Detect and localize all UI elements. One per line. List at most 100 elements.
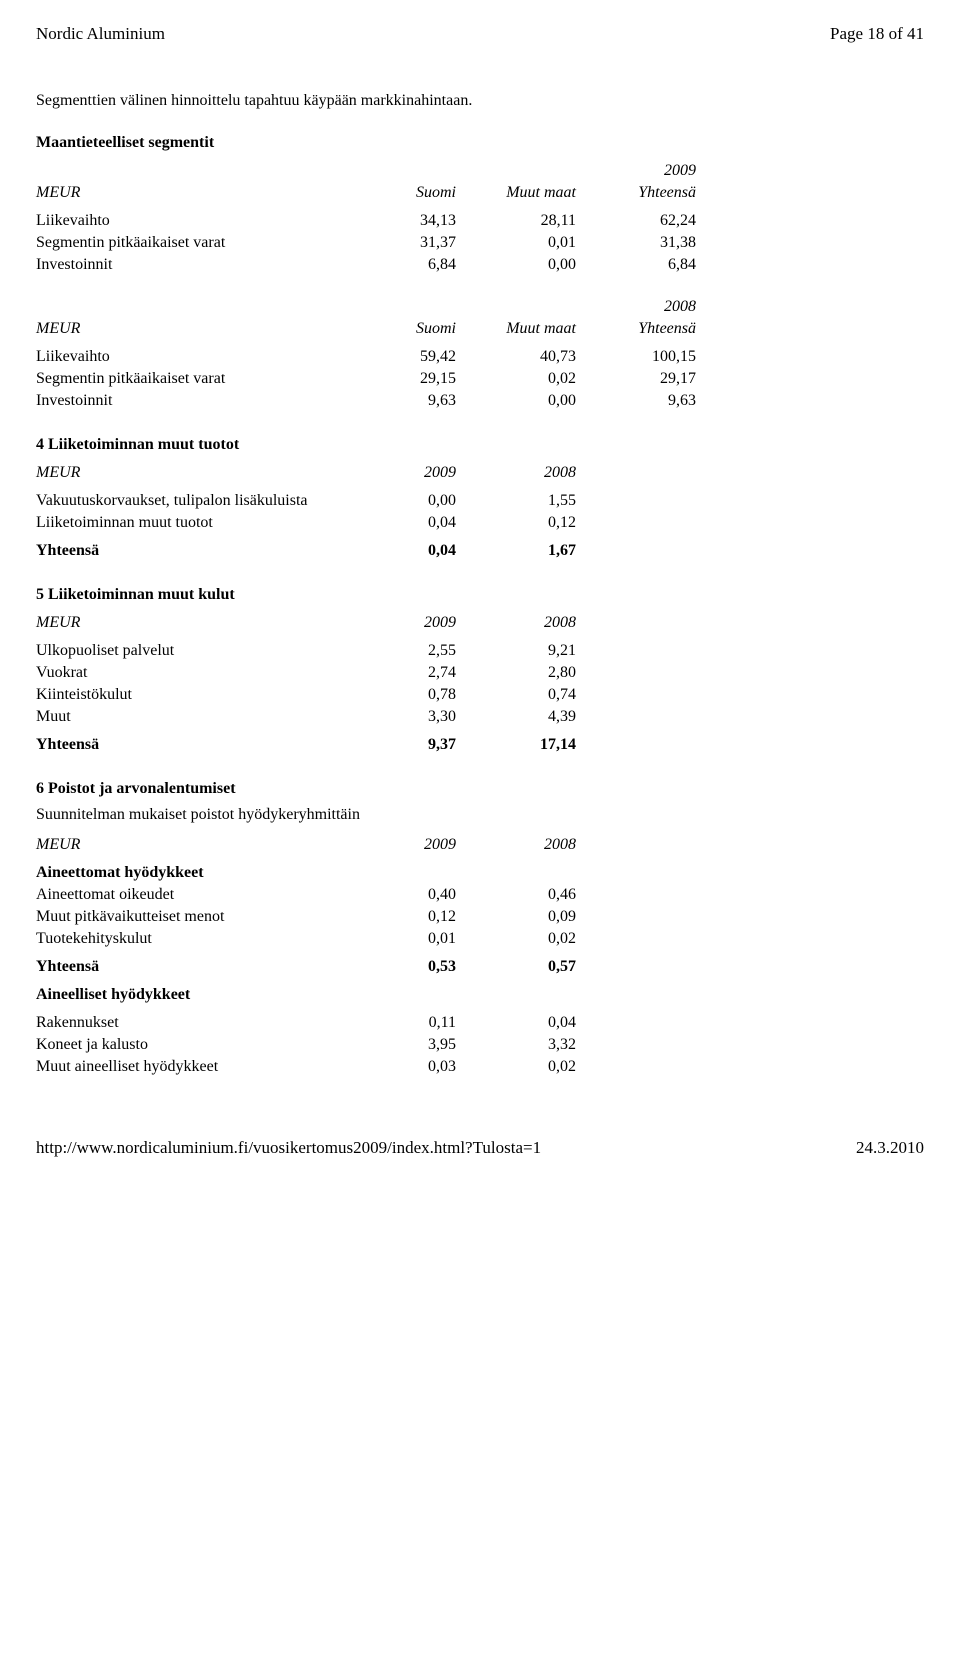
table-cell: 29,17 [576, 368, 696, 390]
table-cell: 31,37 [336, 232, 456, 254]
sec6-grp1-total-b: 0,57 [456, 956, 576, 978]
intro-text: Segmenttien välinen hinnoittelu tapahtuu… [36, 92, 924, 110]
table-cell: 2,55 [336, 640, 456, 662]
geo-2008-col2: Muut maat [456, 318, 576, 340]
sec6-subtitle: Suunnitelman mukaiset poistot hyödykeryh… [36, 806, 924, 824]
page-header: Nordic Aluminium Page 18 of 41 [36, 24, 924, 44]
table-cell: 9,63 [336, 390, 456, 412]
table-cell: 3,95 [336, 1034, 456, 1056]
table-cell: 0,74 [456, 684, 576, 706]
table-cell: 0,12 [456, 512, 576, 534]
sec4-total-a: 0,04 [336, 540, 456, 562]
sec6-col1: 2009 [336, 834, 456, 856]
table-cell: 0,00 [456, 390, 576, 412]
table-cell: 0,46 [456, 884, 576, 906]
sec4-col2: 2008 [456, 462, 576, 484]
table-cell: 9,21 [456, 640, 576, 662]
sec5-total-label: Yhteensä [36, 734, 336, 756]
table-cell: 3,30 [336, 706, 456, 728]
table-cell: Liiketoiminnan muut tuotot [36, 512, 336, 534]
sec5-col1: 2009 [336, 612, 456, 634]
table-cell: 0,02 [456, 1056, 576, 1078]
table-cell: 0,04 [336, 512, 456, 534]
table-cell: 31,38 [576, 232, 696, 254]
table-cell: 0,01 [456, 232, 576, 254]
table-cell: 0,00 [456, 254, 576, 276]
sec5-table: MEUR 2009 2008 Ulkopuoliset palvelut 2,5… [36, 612, 576, 756]
table-cell: 0,04 [456, 1012, 576, 1034]
table-cell: 0,02 [456, 368, 576, 390]
table-cell: 34,13 [336, 210, 456, 232]
sec6-grp2-title: Aineelliset hyödykkeet [36, 984, 576, 1006]
table-cell: Investoinnit [36, 254, 336, 276]
sec5-total-a: 9,37 [336, 734, 456, 756]
sec6-col2: 2008 [456, 834, 576, 856]
geo-section-title: Maantieteelliset segmentit [36, 134, 924, 152]
table-cell: 6,84 [576, 254, 696, 276]
table-cell: 0,02 [456, 928, 576, 950]
sec6-grp1-total-label: Yhteensä [36, 956, 336, 978]
table-cell: 40,73 [456, 346, 576, 368]
table-cell: 0,12 [336, 906, 456, 928]
sec4-table: MEUR 2009 2008 Vakuutuskorvaukset, tulip… [36, 462, 576, 562]
table-cell: 4,39 [456, 706, 576, 728]
table-cell: 0,00 [336, 490, 456, 512]
table-cell: 59,42 [336, 346, 456, 368]
table-cell: Kiinteistökulut [36, 684, 336, 706]
table-cell: Investoinnit [36, 390, 336, 412]
geo-2009-col1: Suomi [336, 182, 456, 204]
table-cell: Rakennukset [36, 1012, 336, 1034]
table-cell: 62,24 [576, 210, 696, 232]
table-cell: 2,80 [456, 662, 576, 684]
sec6-col0: MEUR [36, 834, 336, 856]
table-cell: 6,84 [336, 254, 456, 276]
geo-2009-year: 2009 [576, 160, 696, 182]
sec5-title: 5 Liiketoiminnan muut kulut [36, 586, 924, 604]
table-cell: 0,03 [336, 1056, 456, 1078]
table-cell: 9,63 [576, 390, 696, 412]
table-cell: Segmentin pitkäaikaiset varat [36, 368, 336, 390]
company-name: Nordic Aluminium [36, 24, 165, 44]
geo-2009-col2: Muut maat [456, 182, 576, 204]
table-cell: Segmentin pitkäaikaiset varat [36, 232, 336, 254]
table-cell: 28,11 [456, 210, 576, 232]
sec4-title: 4 Liiketoiminnan muut tuotot [36, 436, 924, 454]
geo-2008-col1: Suomi [336, 318, 456, 340]
table-cell: 2,74 [336, 662, 456, 684]
sec5-col0: MEUR [36, 612, 336, 634]
geo-2008-col0: MEUR [36, 318, 336, 340]
table-cell: 0,09 [456, 906, 576, 928]
table-cell: Tuotekehityskulut [36, 928, 336, 950]
geo-2008-table: 2008 MEUR Suomi Muut maat Yhteensä Liike… [36, 296, 696, 412]
geo-2008-year: 2008 [576, 296, 696, 318]
sec5-total-b: 17,14 [456, 734, 576, 756]
table-cell: 0,78 [336, 684, 456, 706]
table-cell: 0,11 [336, 1012, 456, 1034]
geo-2009-table: 2009 MEUR Suomi Muut maat Yhteensä Liike… [36, 160, 696, 276]
table-cell: Muut [36, 706, 336, 728]
footer-url: http://www.nordicaluminium.fi/vuosikerto… [36, 1138, 541, 1158]
sec4-col1: 2009 [336, 462, 456, 484]
sec6-grp1-title: Aineettomat hyödykkeet [36, 862, 576, 884]
sec4-total-label: Yhteensä [36, 540, 336, 562]
table-cell: Muut aineelliset hyödykkeet [36, 1056, 336, 1078]
table-cell: 3,32 [456, 1034, 576, 1056]
page-number: Page 18 of 41 [830, 24, 924, 44]
table-cell: Ulkopuoliset palvelut [36, 640, 336, 662]
table-cell: Liikevaihto [36, 210, 336, 232]
table-cell: Aineettomat oikeudet [36, 884, 336, 906]
footer-date: 24.3.2010 [856, 1138, 924, 1158]
table-cell: Koneet ja kalusto [36, 1034, 336, 1056]
table-cell: 0,01 [336, 928, 456, 950]
sec4-col0: MEUR [36, 462, 336, 484]
sec6-table: MEUR 2009 2008 Aineettomat hyödykkeet Ai… [36, 834, 576, 1078]
geo-2009-col3: Yhteensä [576, 182, 696, 204]
sec6-title: 6 Poistot ja arvonalentumiset [36, 780, 924, 798]
sec6-grp1-total-a: 0,53 [336, 956, 456, 978]
table-cell: 29,15 [336, 368, 456, 390]
table-cell: 1,55 [456, 490, 576, 512]
table-cell: Liikevaihto [36, 346, 336, 368]
table-cell: 100,15 [576, 346, 696, 368]
geo-2009-col0: MEUR [36, 182, 336, 204]
sec4-total-b: 1,67 [456, 540, 576, 562]
